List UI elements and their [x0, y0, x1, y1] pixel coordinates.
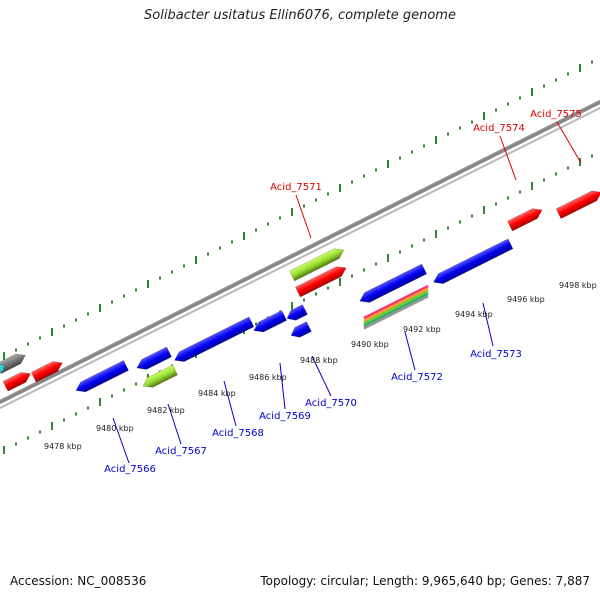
gene-red-left-2: [30, 361, 63, 383]
rna-stack-band: [363, 295, 429, 330]
label-acid-7569: Acid_7569: [259, 411, 311, 422]
gene-red-acid-7574: [507, 208, 543, 232]
label-acid-7566: Acid_7566: [104, 464, 156, 475]
label-acid-7571-leader: [295, 194, 312, 239]
label-acid-7573: Acid_7573: [470, 349, 522, 360]
label-leader-lines: [112, 121, 582, 464]
scale-label: 9486 kbp: [249, 373, 287, 382]
label-acid-7574: Acid_7574: [473, 123, 525, 134]
label-acid-7573-leader: [482, 302, 494, 347]
label-acid-7568-leader: [223, 380, 237, 427]
label-acid-7570-leader: [311, 355, 332, 397]
label-acid-7575-leader: [556, 121, 582, 164]
gene-red-acid-7575: [555, 190, 600, 220]
label-acid-7575: Acid_7575: [530, 109, 582, 120]
scale-label: 9482 kbp: [147, 406, 185, 415]
gene-blue-acid-7568: [174, 316, 255, 362]
feature-labels: 9478 kbp 9480 kbp 9482 kbp 9484 kbp 9486 kbp…: [44, 109, 597, 475]
genome-backbone: [0, 99, 600, 410]
rna-stack-band: [363, 287, 429, 322]
scale-label: 9488 kbp: [300, 356, 338, 365]
scale-label: 9484 kbp: [198, 389, 236, 398]
gene-red-left-1: [2, 372, 31, 392]
scale-label: 9480 kbp: [96, 424, 134, 433]
rna-stack-band: [363, 292, 429, 327]
gene-features: [0, 190, 600, 393]
label-acid-7574-leader: [499, 135, 517, 181]
label-acid-7567-leader: [167, 403, 182, 445]
label-acid-7568: Acid_7568: [212, 428, 264, 439]
rna-stack-band: [363, 284, 429, 320]
scale-label: 9494 kbp: [455, 310, 493, 319]
gene-blue-acid-7566: [75, 360, 129, 393]
gene-blue-acid-7573: [433, 238, 514, 284]
label-acid-7570: Acid_7570: [305, 398, 357, 409]
label-acid-7567: Acid_7567: [155, 446, 207, 457]
map-title: Solibacter usitatus Ellin6076, complete …: [144, 8, 456, 23]
topology-summary: Topology: circular; Length: 9,965,640 bp…: [260, 574, 590, 588]
gene-red-acid-7571: [294, 266, 347, 298]
gene-cyan-left: [0, 363, 5, 375]
label-acid-7566-leader: [112, 417, 130, 464]
label-acid-7569-leader: [279, 362, 286, 410]
scale-label: 9490 kbp: [351, 340, 389, 349]
gene-blue-acid-7569: [253, 310, 288, 333]
backbone-line-outer: [0, 99, 600, 405]
gene-green-forward: [289, 248, 345, 282]
rna-stack-band: [363, 290, 429, 325]
label-acid-7572: Acid_7572: [391, 372, 443, 383]
gene-blue-small: [286, 304, 308, 321]
backbone-line-inner: [0, 106, 600, 410]
gene-blue-acid-7572: [359, 263, 428, 303]
scale-label: 9478 kbp: [44, 442, 82, 451]
label-acid-7572-leader: [404, 331, 416, 371]
gene-green-acid-7567: [142, 364, 178, 388]
accession-text: Accession: NC_008536: [10, 574, 147, 588]
gene-blue-left-2: [136, 346, 172, 370]
label-acid-7571: Acid_7571: [270, 182, 322, 193]
scale-label: 9496 kbp: [507, 295, 545, 304]
scale-label: 9492 kbp: [403, 325, 441, 334]
gene-blue-acid-7570: [290, 321, 312, 338]
scale-label: 9498 kbp: [559, 281, 597, 290]
tick-marks: [3, 60, 593, 454]
